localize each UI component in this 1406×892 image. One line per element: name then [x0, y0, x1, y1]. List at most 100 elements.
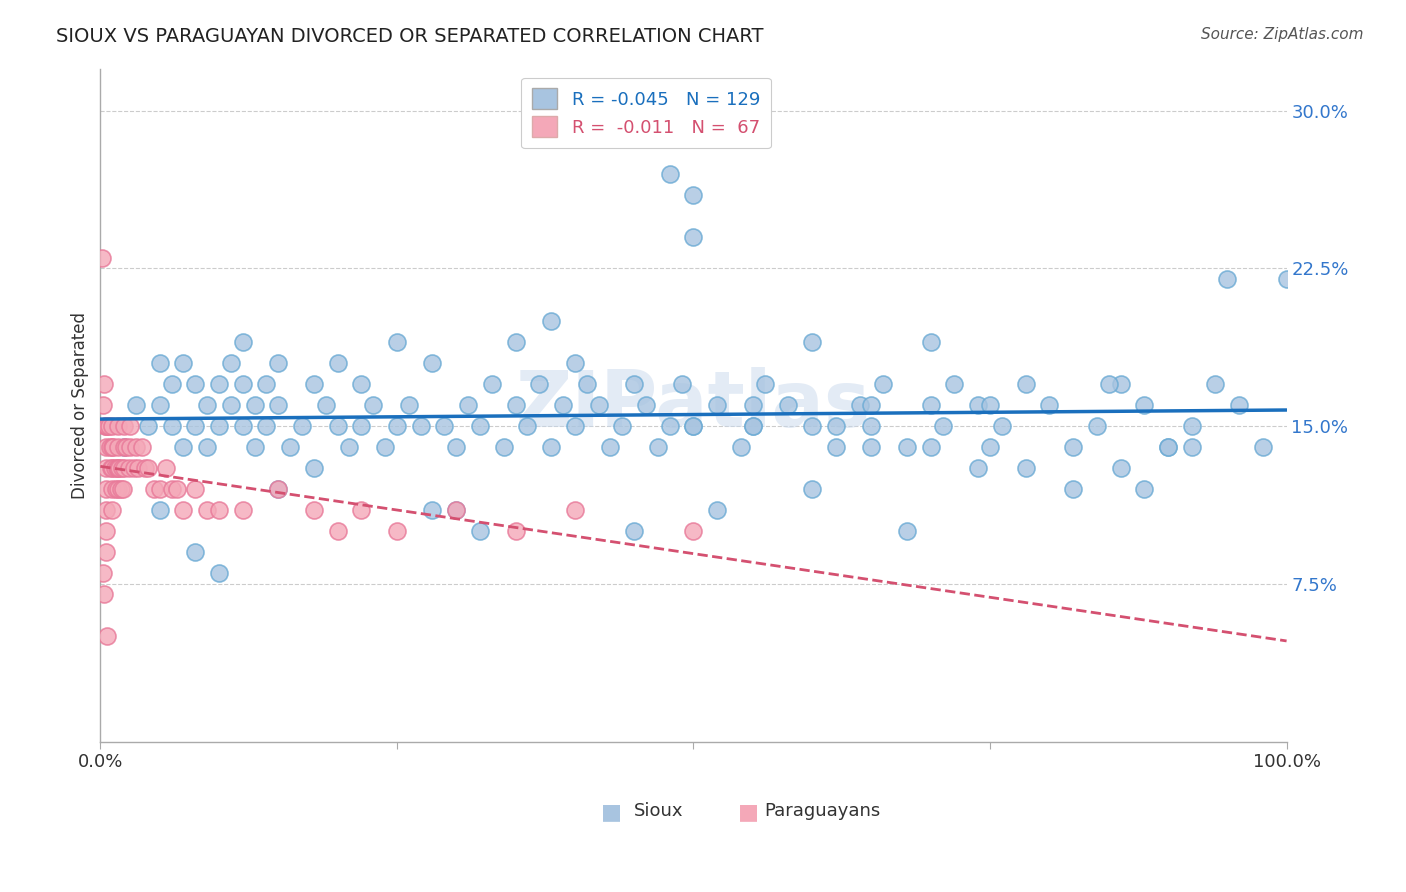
- Point: [860, 419, 883, 434]
- Point: [943, 377, 966, 392]
- Point: [172, 503, 194, 517]
- Point: [96, 440, 118, 454]
- Point: [361, 398, 384, 412]
- Point: [112, 440, 135, 454]
- Point: [339, 440, 361, 454]
- Point: [166, 482, 188, 496]
- Point: [219, 356, 242, 370]
- Point: [93, 377, 115, 392]
- Point: [326, 419, 349, 434]
- Point: [778, 398, 800, 412]
- Point: [979, 440, 1001, 454]
- Point: [302, 377, 325, 392]
- Point: [302, 461, 325, 475]
- Point: [481, 377, 503, 392]
- Point: [103, 440, 125, 454]
- Point: [730, 440, 752, 454]
- Point: [658, 167, 681, 181]
- Point: [184, 545, 207, 559]
- Point: [492, 440, 515, 454]
- Point: [516, 419, 538, 434]
- Point: [112, 440, 135, 454]
- Point: [1251, 440, 1274, 454]
- Text: Paraguayans: Paraguayans: [765, 802, 882, 821]
- Point: [468, 524, 491, 539]
- Point: [195, 398, 218, 412]
- Point: [991, 419, 1014, 434]
- Point: [896, 440, 918, 454]
- Point: [96, 419, 118, 434]
- Point: [155, 461, 177, 475]
- Point: [291, 419, 314, 434]
- Point: [107, 419, 129, 434]
- Point: [422, 356, 444, 370]
- Point: [105, 461, 128, 475]
- Point: [422, 503, 444, 517]
- Point: [1275, 272, 1298, 286]
- Point: [634, 398, 657, 412]
- Point: [93, 587, 115, 601]
- Point: [232, 503, 254, 517]
- Point: [682, 187, 704, 202]
- Point: [599, 440, 621, 454]
- Point: [208, 566, 231, 581]
- Point: [623, 377, 645, 392]
- Point: [111, 482, 134, 496]
- Point: [801, 482, 824, 496]
- Point: [326, 356, 349, 370]
- Point: [979, 398, 1001, 412]
- Point: [267, 482, 290, 496]
- Point: [350, 419, 373, 434]
- Point: [101, 440, 124, 454]
- Point: [267, 398, 290, 412]
- Point: [103, 461, 125, 475]
- Point: [195, 503, 218, 517]
- Point: [564, 503, 586, 517]
- Point: [149, 482, 172, 496]
- Point: [172, 440, 194, 454]
- Point: [1216, 272, 1239, 286]
- Point: [860, 440, 883, 454]
- Point: [1038, 398, 1060, 412]
- Point: [967, 461, 990, 475]
- Point: [896, 524, 918, 539]
- Point: [111, 461, 134, 475]
- Point: [91, 398, 114, 412]
- Point: [505, 334, 527, 349]
- Point: [1062, 440, 1084, 454]
- Point: [1227, 398, 1250, 412]
- Point: [149, 356, 172, 370]
- Point: [208, 503, 231, 517]
- Point: [243, 440, 266, 454]
- Point: [350, 377, 373, 392]
- Point: [564, 356, 586, 370]
- Point: [326, 524, 349, 539]
- Point: [107, 461, 129, 475]
- Point: [682, 419, 704, 434]
- Point: [920, 334, 942, 349]
- Point: [409, 419, 432, 434]
- Point: [98, 440, 121, 454]
- Point: [90, 251, 112, 265]
- Point: [1098, 377, 1121, 392]
- Point: [671, 377, 693, 392]
- Point: [96, 419, 118, 434]
- Point: [112, 419, 135, 434]
- Point: [444, 503, 467, 517]
- Point: [118, 419, 141, 434]
- Point: [107, 482, 129, 496]
- Point: [97, 419, 120, 434]
- Point: [267, 356, 290, 370]
- Point: [444, 440, 467, 454]
- Point: [468, 419, 491, 434]
- Point: [872, 377, 894, 392]
- Point: [101, 482, 124, 496]
- Point: [801, 419, 824, 434]
- Point: [741, 419, 763, 434]
- Point: [96, 482, 118, 496]
- Point: [195, 440, 218, 454]
- Point: [647, 440, 669, 454]
- Point: [136, 461, 159, 475]
- Point: [110, 482, 132, 496]
- Point: [136, 419, 159, 434]
